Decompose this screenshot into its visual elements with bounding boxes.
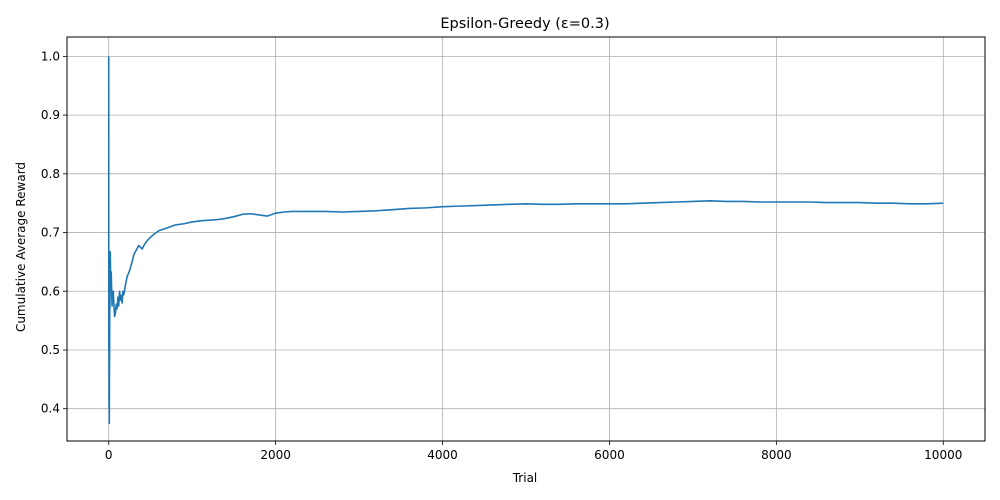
y-tick-label: 0.5 <box>41 343 60 357</box>
x-tick-label: 4000 <box>427 448 458 462</box>
x-axis-label: Trial <box>512 471 538 485</box>
y-tick-label: 0.9 <box>41 108 60 122</box>
y-tick-label: 0.6 <box>41 284 60 298</box>
y-tick-label: 1.0 <box>41 49 60 63</box>
x-tick-label: 10000 <box>924 448 962 462</box>
chart-title: Epsilon-Greedy (ε=0.3) <box>440 16 609 32</box>
y-tick-label: 0.4 <box>41 402 60 416</box>
x-tick-label: 0 <box>105 448 113 462</box>
x-tick-label: 2000 <box>260 448 291 462</box>
series-line-0 <box>107 56 944 425</box>
x-tick-label: 8000 <box>761 448 792 462</box>
series-layer <box>107 56 944 425</box>
y-tick-label: 0.8 <box>41 167 60 181</box>
y-tick-label: 0.7 <box>41 226 60 240</box>
y-axis-label: Cumulative Average Reward <box>14 162 28 332</box>
plot-frame <box>66 36 986 442</box>
x-tick-label: 6000 <box>594 448 625 462</box>
x-axis-ticks: 0 2000 4000 6000 8000 10000 <box>105 441 962 462</box>
y-axis-ticks: 0.4 0.5 0.6 0.7 0.8 0.9 1.0 <box>41 49 67 416</box>
grid-lines <box>67 37 985 441</box>
